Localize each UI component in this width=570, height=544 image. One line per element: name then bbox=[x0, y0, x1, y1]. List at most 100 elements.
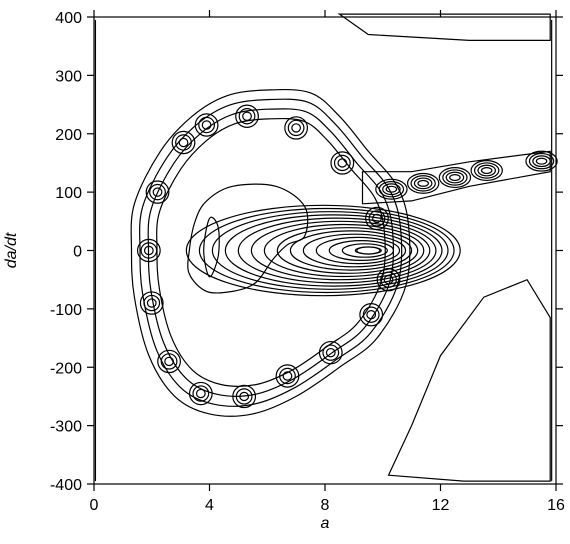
contour-lobe bbox=[235, 388, 253, 405]
contour-lobe bbox=[362, 306, 380, 323]
contour-lobe bbox=[275, 364, 300, 388]
x-tick-label: 0 bbox=[90, 497, 99, 514]
x-axis: 0 4 8 12 16 bbox=[90, 10, 565, 514]
contour-peak bbox=[356, 246, 381, 255]
contour-core bbox=[185, 204, 461, 297]
contour-lobe bbox=[318, 340, 343, 365]
contour-tail-blob bbox=[535, 157, 548, 165]
contour-lobe bbox=[192, 385, 210, 402]
contour-lobe bbox=[198, 116, 216, 134]
contour-core bbox=[198, 207, 455, 294]
contour-tail-blob bbox=[477, 164, 496, 177]
contour-lobe bbox=[337, 158, 348, 168]
plot-frame bbox=[93, 16, 557, 485]
contour-lobe bbox=[238, 108, 256, 125]
contour-lobe bbox=[376, 267, 401, 292]
contour-lobe bbox=[175, 134, 192, 151]
contour-lobe bbox=[368, 210, 386, 227]
contour-tail-blob bbox=[470, 160, 503, 182]
contour-lobe bbox=[291, 123, 302, 133]
contour-lobe bbox=[242, 111, 252, 121]
contour-lobe bbox=[380, 271, 397, 288]
contour-lobe bbox=[139, 291, 164, 315]
contour-tail-blob bbox=[528, 152, 555, 170]
contour-tail-blob bbox=[438, 167, 472, 189]
contour-core bbox=[302, 233, 407, 268]
x-tick-label: 12 bbox=[432, 497, 450, 514]
contour-core bbox=[315, 236, 401, 265]
contour-lobe bbox=[188, 381, 213, 406]
y-tick-label: -300 bbox=[50, 419, 82, 436]
contour-lobe bbox=[140, 242, 158, 259]
y-tick-label: 100 bbox=[55, 185, 82, 202]
y-axis-label: da/dt bbox=[3, 232, 20, 268]
contour-tail-blob bbox=[445, 171, 465, 184]
y-tick-label: 400 bbox=[55, 10, 82, 27]
y-tick-label: -200 bbox=[50, 360, 82, 377]
contour-lobe bbox=[359, 303, 384, 327]
contour-tail-blob bbox=[532, 155, 551, 168]
contour-inner-loop bbox=[187, 183, 309, 294]
contour-lobe bbox=[149, 183, 166, 201]
contour-ring bbox=[139, 98, 403, 407]
contour-lower-wedge bbox=[387, 278, 551, 482]
contour-lobe bbox=[195, 388, 206, 399]
contour-lobe bbox=[284, 116, 309, 140]
contour-core bbox=[211, 211, 449, 290]
contour-lobe bbox=[201, 120, 212, 130]
contour-core bbox=[237, 217, 437, 284]
contour-lobe bbox=[160, 353, 178, 370]
contour-tail-blob bbox=[378, 181, 405, 198]
contour-lobe bbox=[282, 371, 293, 381]
contour-lobe bbox=[239, 391, 250, 402]
contour-lobe bbox=[171, 130, 196, 155]
contour-lobe bbox=[325, 347, 336, 358]
contour-core bbox=[276, 227, 419, 274]
x-tick-label: 16 bbox=[547, 497, 565, 514]
contour-tail-blob bbox=[474, 162, 500, 179]
y-tick-label: 0 bbox=[73, 244, 82, 261]
contour-lobe bbox=[322, 344, 340, 361]
contour-lobe bbox=[178, 137, 189, 148]
contour-lobe bbox=[157, 349, 181, 374]
contour-lobe bbox=[287, 119, 305, 137]
contour-lobe bbox=[366, 310, 377, 320]
contour-lobe bbox=[372, 213, 382, 224]
y-tick-label: -100 bbox=[50, 302, 82, 319]
contour-core bbox=[263, 223, 425, 278]
contour-tail-blob bbox=[385, 185, 398, 193]
contour-tail-blob bbox=[410, 175, 436, 192]
y-tick-label: -400 bbox=[50, 477, 82, 494]
y-tick-label: 300 bbox=[55, 68, 82, 85]
contour-ring bbox=[156, 117, 386, 387]
contour-lobe bbox=[143, 294, 161, 312]
contour-tail-blob bbox=[417, 179, 429, 187]
contour-tail-blob bbox=[525, 150, 558, 172]
contour-tail-blob bbox=[382, 183, 401, 196]
contour-core bbox=[341, 243, 388, 258]
contour-tail-blob bbox=[442, 169, 468, 186]
contour-lobe bbox=[333, 154, 351, 172]
contour-tail-band bbox=[361, 150, 551, 205]
contour-lobe bbox=[383, 274, 394, 285]
x-tick-label: 8 bbox=[321, 497, 330, 514]
contour-lobe bbox=[235, 104, 259, 128]
contour-tail-blob bbox=[375, 178, 408, 200]
y-tick-label: 200 bbox=[55, 127, 82, 144]
contour-lobe bbox=[152, 187, 163, 197]
x-axis-label: a bbox=[321, 515, 330, 532]
contour-lobe bbox=[232, 384, 257, 409]
contour-lines bbox=[94, 13, 558, 482]
contour-lobe bbox=[330, 151, 355, 175]
contour-lobe bbox=[194, 113, 219, 137]
contour-core bbox=[250, 220, 431, 281]
contour-upper-wedge bbox=[337, 13, 551, 41]
contour-core bbox=[328, 240, 395, 262]
contour-tail-blob bbox=[406, 172, 440, 194]
contour-lobe bbox=[145, 180, 170, 204]
y-axis: 400 300 200 100 0 -100 -200 -300 -400 bbox=[50, 10, 563, 494]
contour-lobe bbox=[279, 367, 296, 385]
contour-lobe bbox=[136, 238, 161, 263]
contour-lobe bbox=[365, 206, 389, 231]
x-tick-label: 4 bbox=[205, 497, 214, 514]
